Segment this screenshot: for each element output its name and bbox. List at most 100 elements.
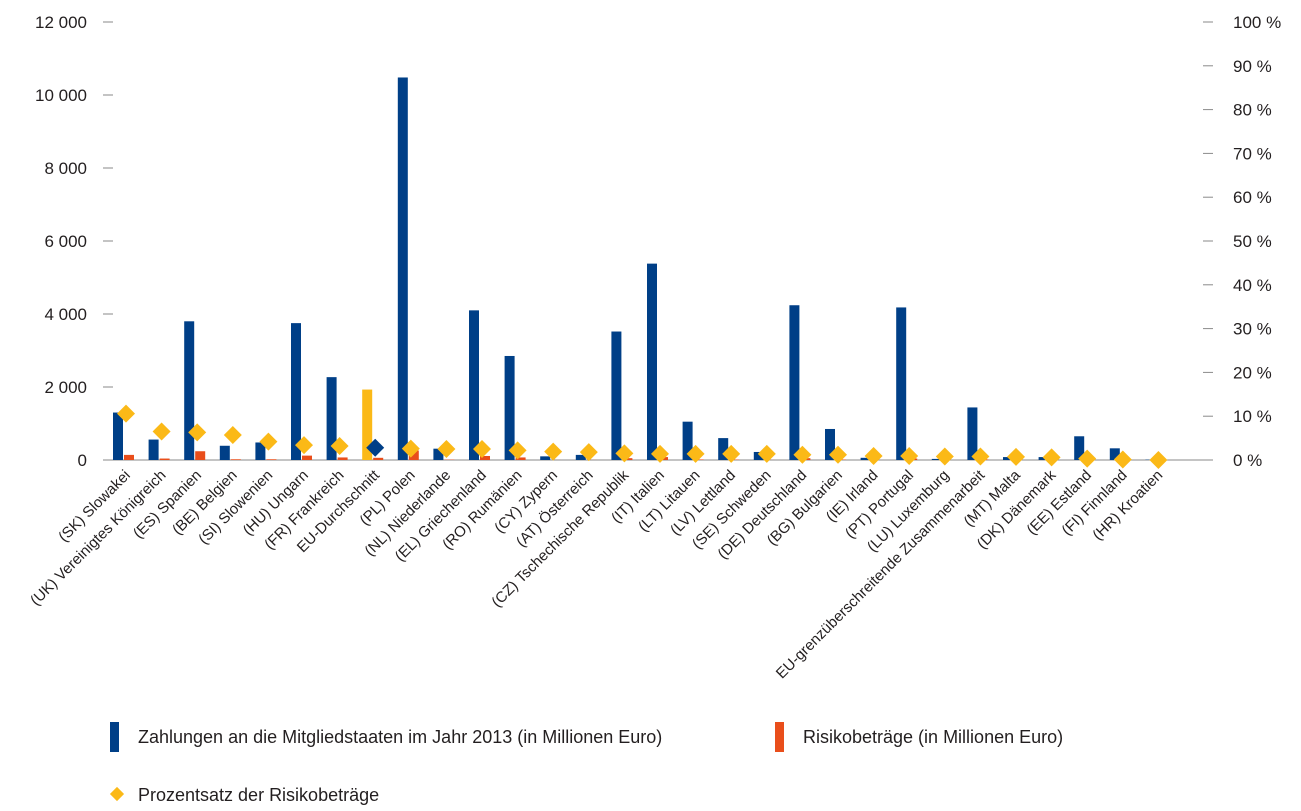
marker-percent xyxy=(1113,450,1132,469)
bar-payments xyxy=(148,439,159,460)
bars xyxy=(113,77,1156,460)
marker-percent xyxy=(1149,451,1168,469)
marker-percent xyxy=(900,447,919,466)
y-right-tick-label: 40 % xyxy=(1233,276,1272,295)
bar-payments xyxy=(1109,448,1120,460)
bar-payments xyxy=(860,457,871,460)
y-left-tick-label: 2 000 xyxy=(44,378,87,397)
bar-payments xyxy=(291,323,301,460)
y-left-tick-label: 4 000 xyxy=(44,305,87,324)
marker-percent xyxy=(259,432,278,451)
marker-percent xyxy=(152,422,171,441)
marker-percent xyxy=(117,404,135,423)
y-axis-right: 0 % 10 % 20 % 30 % 40 % 50 % 60 % 70 % 80 % 90 % 1… xyxy=(1233,13,1281,470)
bar-payments xyxy=(504,355,515,460)
y-right-tick-label: 0 % xyxy=(1233,451,1262,470)
bar-risk xyxy=(230,459,241,460)
marker-percent xyxy=(366,438,385,457)
bar-payments xyxy=(1038,457,1049,460)
marker-percent xyxy=(508,441,527,460)
legend-label-risk: Risikobeträge (in Millionen Euro) xyxy=(803,727,1064,747)
bar-risk xyxy=(515,457,526,460)
bar-payments xyxy=(540,456,551,460)
bar-payments xyxy=(575,454,586,460)
marker-percent xyxy=(935,447,954,466)
bar-payments xyxy=(469,310,479,460)
bar-payments xyxy=(184,321,195,460)
bar-payments xyxy=(113,412,123,460)
y-right-tick-label: 90 % xyxy=(1233,57,1272,76)
marker-percent xyxy=(544,442,563,461)
marker-percent xyxy=(473,440,491,459)
marker-percent xyxy=(579,443,598,462)
bar-payments xyxy=(397,77,408,460)
bar-risk xyxy=(195,451,206,460)
marker-percent xyxy=(615,444,634,463)
bar-payments xyxy=(255,442,266,460)
bar-payments xyxy=(1003,457,1013,460)
bar-risk xyxy=(408,450,419,460)
bar-payments xyxy=(433,448,444,460)
legend-label-percent: Prozentsatz der Risikobeträge xyxy=(138,785,380,805)
bar-risk xyxy=(124,454,134,460)
bar-payments xyxy=(682,421,693,460)
legend-swatch-risk xyxy=(775,722,784,752)
marker-percent xyxy=(1078,449,1097,468)
bar-payments xyxy=(718,438,729,460)
y-right-tick-label: 30 % xyxy=(1233,320,1272,339)
bar-risk xyxy=(373,457,384,460)
y-right-tick-label: 20 % xyxy=(1233,363,1272,382)
legend-swatch-payments xyxy=(110,722,119,752)
marker-percent xyxy=(651,444,669,463)
marker-percent xyxy=(686,444,705,463)
marker-percent xyxy=(437,440,456,459)
axis-lines xyxy=(103,21,1213,461)
bar-risk xyxy=(159,458,170,460)
legend-label-payments: Zahlungen an die Mitgliedstaaten im Jahr… xyxy=(138,727,663,747)
marker-percent xyxy=(295,436,313,455)
bar-payments xyxy=(326,377,337,460)
bar-payments xyxy=(1074,436,1085,460)
y-right-tick-label: 10 % xyxy=(1233,407,1272,426)
bar-payments xyxy=(896,307,907,460)
marker-percent xyxy=(401,439,420,458)
bar-payments xyxy=(753,451,764,460)
y-axis-left: 0 2 000 4 000 6 000 8 000 10 000 12 000 xyxy=(35,13,87,470)
marker-percent xyxy=(188,423,207,442)
y-left-tick-label: 0 xyxy=(78,451,87,470)
marker-percent xyxy=(1007,447,1025,466)
bar-payments xyxy=(825,428,835,460)
category-label: (UK) Vereinigtes Königreich xyxy=(27,467,169,609)
x-axis-categories: (SK) Slowakei(UK) Vereinigtes Königreich… xyxy=(27,466,1166,682)
marker-percent xyxy=(793,445,812,464)
bar-risk xyxy=(337,457,348,460)
bar-payments xyxy=(611,331,622,460)
marker-percent xyxy=(864,447,883,466)
marker-percent xyxy=(330,436,349,455)
marker-percent xyxy=(722,444,741,463)
bar-payments xyxy=(967,407,978,460)
bar-payments xyxy=(362,389,373,460)
bar-payments xyxy=(219,445,230,460)
marker-percent xyxy=(1042,448,1061,467)
marker-percent xyxy=(829,445,847,464)
y-right-tick-label: 70 % xyxy=(1233,144,1272,163)
y-right-tick-label: 50 % xyxy=(1233,232,1272,251)
bar-risk xyxy=(266,459,277,460)
percent-markers xyxy=(117,404,1168,469)
y-left-tick-label: 12 000 xyxy=(35,13,87,32)
bar-payments xyxy=(789,305,800,460)
y-right-tick-label: 100 % xyxy=(1233,13,1281,32)
y-left-tick-label: 8 000 xyxy=(44,159,87,178)
marker-percent xyxy=(757,444,776,463)
bar-payments xyxy=(647,263,657,460)
y-left-tick-label: 10 000 xyxy=(35,86,87,105)
marker-percent xyxy=(223,426,242,445)
y-right-tick-label: 80 % xyxy=(1233,101,1272,120)
bar-risk xyxy=(480,455,490,460)
bar-risk xyxy=(302,455,312,460)
bar-payments xyxy=(931,458,942,460)
y-right-tick-label: 60 % xyxy=(1233,188,1272,207)
marker-percent xyxy=(971,447,990,466)
